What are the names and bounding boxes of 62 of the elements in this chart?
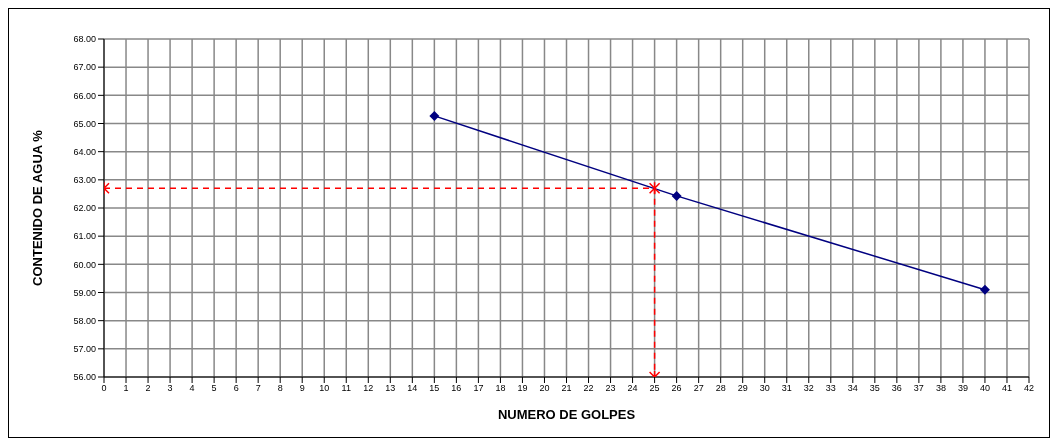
y-tick-label: 59.00 [73, 287, 96, 298]
y-tick-label: 66.00 [73, 90, 96, 101]
x-tick-label: 33 [825, 383, 836, 394]
x-tick-label: 11 [341, 383, 351, 394]
y-tick-label: 67.00 [73, 62, 96, 73]
x-tick-label: 19 [517, 383, 528, 394]
x-tick-label: 30 [759, 383, 770, 394]
x-tick-label: 20 [539, 383, 550, 394]
y-tick-label: 63.00 [73, 175, 96, 186]
y-tick-label: 62.00 [73, 203, 96, 214]
x-tick-label: 1 [123, 383, 129, 394]
y-tick-label: 60.00 [73, 259, 96, 270]
x-tick-label: 35 [869, 383, 880, 394]
x-tick-label: 42 [1023, 383, 1035, 394]
x-tick-label: 4 [189, 383, 195, 394]
x-tick-label: 16 [451, 383, 462, 394]
y-tick-label: 61.00 [73, 231, 96, 242]
y-tick-label: 58.00 [73, 315, 96, 326]
x-tick-label: 23 [605, 383, 616, 394]
y-tick-label: 68.00 [73, 34, 96, 45]
x-tick-label: 41 [1001, 383, 1012, 394]
x-tick-label: 36 [891, 383, 902, 394]
x-tick-label: 28 [715, 383, 726, 394]
point [979, 284, 990, 295]
y-axis-title: CONTENIDO DE AGUA % [29, 129, 45, 286]
x-tick-label: 15 [429, 383, 440, 394]
x-tick-label: 32 [803, 383, 814, 394]
x-tick-label: 40 [979, 383, 990, 394]
x-tick-label: 34 [847, 383, 858, 394]
x-tick-label: 17 [473, 383, 484, 394]
x-tick-label: 37 [913, 383, 924, 394]
x-tick-label: 38 [935, 383, 946, 394]
x-tick-label: 2 [145, 383, 151, 394]
x-tick-label: 9 [299, 383, 305, 394]
x-tick-label: 22 [583, 383, 594, 394]
x-tick-label: 21 [561, 383, 572, 394]
x-tick-label: 31 [781, 383, 792, 394]
x-tick-label: 3 [167, 383, 173, 394]
x-tick-label: 13 [385, 383, 396, 394]
x-tick-label: 8 [277, 383, 283, 394]
x-tick-label: 24 [627, 383, 638, 394]
x-tick-label: 26 [671, 383, 682, 394]
y-tick-label: 64.00 [73, 146, 96, 157]
x-tick-label: 10 [319, 383, 330, 394]
x-tick-label: 12 [363, 383, 374, 394]
x-tick-label: 27 [693, 383, 704, 394]
x-tick-label: 18 [495, 383, 506, 394]
y-tick-label: 56.00 [73, 372, 96, 383]
point [671, 190, 682, 201]
x-tick-label: 29 [737, 383, 748, 394]
x-axis-title: NUMERO DE GOLPES [497, 407, 636, 422]
point [429, 110, 440, 121]
y-tick-label: 57.00 [73, 344, 96, 355]
x-tick-label: 0 [101, 383, 107, 394]
y-tick-label: 65.00 [73, 118, 96, 129]
point [648, 181, 661, 196]
x-tick-label: 5 [211, 383, 217, 394]
x-tick-label: 7 [255, 383, 261, 394]
x-tick-label: 6 [233, 383, 239, 394]
x-tick-label: 14 [407, 383, 418, 394]
x-tick-label: 25 [649, 383, 660, 394]
x-tick-label: 39 [957, 383, 968, 394]
